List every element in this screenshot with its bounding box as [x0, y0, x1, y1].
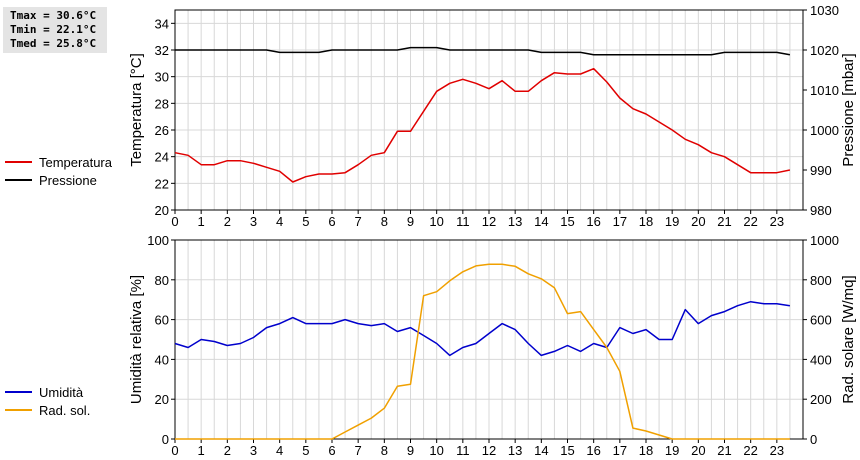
chart2-x-tick-label: 16 — [586, 443, 600, 458]
chart1-y-tick-label: 24 — [155, 150, 169, 165]
tmax-readout: Tmax = 30.6°C — [10, 9, 97, 22]
chart2-x-tick-label: 20 — [691, 443, 705, 458]
chart1-y-tick-label: 26 — [155, 123, 169, 138]
chart2-y-tick-label: 80 — [155, 273, 169, 288]
chart2-x-tick-label: 14 — [534, 443, 548, 458]
chart1-legend-label-2: Pressione — [39, 173, 97, 188]
chart1-series-2-line — [175, 46, 791, 56]
chart2-x-tick-label: 13 — [508, 443, 522, 458]
chart2-x-tick-label: 10 — [429, 443, 443, 458]
chart1-x-tick-label: 4 — [276, 214, 283, 229]
tmed-readout: Tmed = 25.8°C — [10, 37, 97, 50]
chart2-y-tick-label: 100 — [147, 233, 169, 248]
chart2-x-tick-label: 2 — [224, 443, 231, 458]
chart1-y2-axis-title: Pressione [mbar] — [840, 53, 857, 166]
chart1-y-tick-label: 20 — [155, 203, 169, 218]
chart2-x-tick-label: 12 — [482, 443, 496, 458]
chart2-series-2-line — [175, 263, 790, 440]
chart1-x-tick-label: 12 — [482, 214, 496, 229]
chart1-series-1-line — [174, 67, 791, 183]
chart1-x-tick-label: 9 — [407, 214, 414, 229]
chart1-x-tick-label: 8 — [381, 214, 388, 229]
chart2-x-tick-label: 19 — [665, 443, 679, 458]
chart1-x-tick-label: 18 — [639, 214, 653, 229]
chart2-x-tick-label: 7 — [355, 443, 362, 458]
chart1-x-tick-label: 16 — [586, 214, 600, 229]
chart2-y-tick-label: 40 — [155, 352, 169, 367]
chart2-series-1-line — [174, 300, 791, 357]
chart2-x-tick-label: 21 — [717, 443, 731, 458]
chart2-y-axis-title: Umidità relativa [%] — [128, 275, 145, 404]
chart1-x-tick-label: 13 — [508, 214, 522, 229]
chart2-legend-label-2: Rad. sol. — [39, 403, 90, 418]
chart1-x-tick-label: 17 — [613, 214, 627, 229]
chart2-y2-axis-title: Rad. solare [W/mq] — [840, 275, 857, 403]
chart1-x-tick-label: 20 — [691, 214, 705, 229]
chart2-x-tick-label: 5 — [302, 443, 309, 458]
chart2-y-tick-label: 20 — [155, 392, 169, 407]
chart1-y2-tick-label: 1030 — [810, 3, 839, 18]
chart1-x-tick-label: 22 — [743, 214, 757, 229]
chart2-y-tick-label: 0 — [162, 432, 169, 447]
chart2-x-tick-label: 22 — [743, 443, 757, 458]
chart1-x-tick-label: 0 — [171, 214, 178, 229]
chart2-y2-tick-label: 1000 — [810, 233, 839, 248]
chart1-x-tick-label: 2 — [224, 214, 231, 229]
chart1-y2-tick-label: 1010 — [810, 83, 839, 98]
chart1-y2-tick-label: 1000 — [810, 123, 839, 138]
tmin-readout: Tmin = 22.1°C — [10, 23, 97, 36]
chart2-x-tick-label: 4 — [276, 443, 283, 458]
chart1-y-tick-label: 32 — [155, 43, 169, 58]
stats-box: Tmax = 30.6°C Tmin = 22.1°C Tmed = 25.8°… — [3, 7, 107, 53]
chart2-y2-tick-label: 0 — [810, 432, 817, 447]
chart2-y2-tick-label: 600 — [810, 313, 832, 328]
chart2-y-tick-label: 60 — [155, 313, 169, 328]
chart1-x-tick-label: 21 — [717, 214, 731, 229]
chart2-x-tick-label: 8 — [381, 443, 388, 458]
chart2-x-tick-label: 11 — [456, 443, 470, 458]
chart1-y2-tick-label: 1020 — [810, 43, 839, 58]
chart2-x-tick-label: 18 — [639, 443, 653, 458]
chart2-x-tick-label: 23 — [770, 443, 784, 458]
chart1-x-tick-label: 3 — [250, 214, 257, 229]
chart2-legend-label-1: Umidità — [39, 385, 84, 400]
chart1-x-tick-label: 15 — [560, 214, 574, 229]
chart1-y-axis-title: Temperatura [°C] — [128, 53, 145, 167]
chart1-x-tick-label: 23 — [770, 214, 784, 229]
chart2-x-tick-label: 9 — [407, 443, 414, 458]
chart2-x-tick-label: 3 — [250, 443, 257, 458]
chart1-y2-tick-label: 980 — [810, 203, 832, 218]
chart1-y2-tick-label: 990 — [810, 163, 832, 178]
chart2-x-tick-label: 0 — [171, 443, 178, 458]
chart1-x-tick-label: 1 — [198, 214, 205, 229]
chart1-legend-label-1: Temperatura — [39, 155, 113, 170]
chart1-y-tick-label: 22 — [155, 176, 169, 191]
chart1-x-tick-label: 6 — [328, 214, 335, 229]
chart2-x-tick-label: 15 — [560, 443, 574, 458]
chart1-x-tick-label: 14 — [534, 214, 548, 229]
chart2-x-tick-label: 6 — [328, 443, 335, 458]
chart1-y-tick-label: 34 — [155, 16, 169, 31]
chart1-x-tick-label: 19 — [665, 214, 679, 229]
chart1-x-tick-label: 11 — [456, 214, 470, 229]
chart2-y2-tick-label: 800 — [810, 273, 832, 288]
chart2-y2-tick-label: 200 — [810, 392, 832, 407]
chart1-y-tick-label: 30 — [155, 70, 169, 85]
chart2-x-tick-label: 17 — [613, 443, 627, 458]
chart1-x-tick-label: 5 — [302, 214, 309, 229]
chart2-y2-tick-label: 400 — [810, 352, 832, 367]
chart1-x-tick-label: 7 — [355, 214, 362, 229]
chart2-x-tick-label: 1 — [198, 443, 205, 458]
chart1-y-tick-label: 28 — [155, 96, 169, 111]
chart1-x-tick-label: 10 — [429, 214, 443, 229]
